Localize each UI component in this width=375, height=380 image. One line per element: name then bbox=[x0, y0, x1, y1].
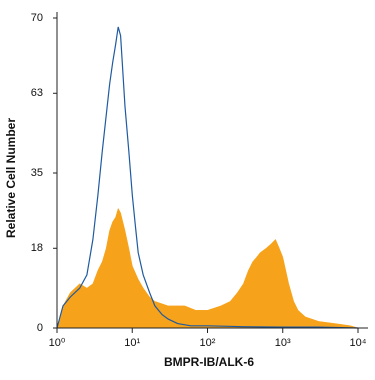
x-axis-title: BMPR-IB/ALK-6 bbox=[164, 355, 254, 369]
x-tick-label: 10⁴ bbox=[350, 337, 367, 349]
y-tick-label: 0 bbox=[37, 322, 43, 334]
histogram-area bbox=[56, 207, 359, 329]
y-tick-label: 35 bbox=[31, 167, 43, 179]
y-tick-label: 70 bbox=[31, 12, 43, 24]
histogram-outline bbox=[56, 26, 359, 329]
y-tick-label: 18 bbox=[31, 242, 43, 254]
x-tick-label: 10¹ bbox=[124, 337, 140, 349]
x-tick-label: 10² bbox=[200, 337, 216, 349]
y-tick-label: 63 bbox=[31, 87, 43, 99]
x-tick-label: 10⁰ bbox=[49, 337, 66, 349]
y-axis-title: Relative Cell Number bbox=[4, 118, 18, 238]
x-tick-label: 10³ bbox=[275, 337, 291, 349]
